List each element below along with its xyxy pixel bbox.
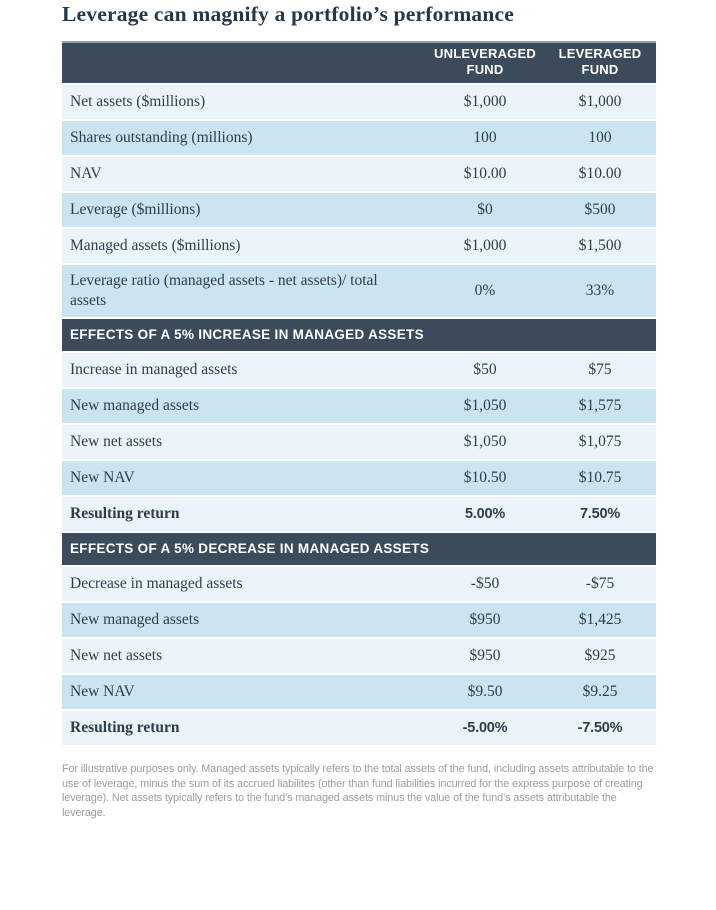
row-label: New NAV <box>70 683 135 700</box>
unleveraged-value: $50 <box>473 361 497 378</box>
leverage-table: UNLEVERAGED FUND LEVERAGED FUND Net asse… <box>62 41 656 747</box>
row-label: Leverage ($millions) <box>70 201 201 218</box>
unleveraged-value: 100 <box>473 129 497 146</box>
unleveraged-value: -$50 <box>470 575 500 592</box>
unleveraged-value: $950 <box>469 647 501 664</box>
leveraged-value: $10.75 <box>578 469 622 486</box>
leveraged-value: $75 <box>588 361 612 378</box>
table-row: Managed assets ($millions) $1,000 $1,500 <box>62 229 656 265</box>
unleveraged-value: $1,000 <box>463 93 507 110</box>
table-row: New net assets $1,050 $1,075 <box>62 425 656 461</box>
row-label: Resulting return <box>70 505 180 522</box>
row-label: Resulting return <box>70 719 180 736</box>
table-row: New managed assets $950 $1,425 <box>62 603 656 639</box>
column-header-leveraged-fund: LEVERAGED FUND <box>558 46 642 77</box>
row-label: New NAV <box>70 469 135 486</box>
footnote: For illustrative purposes only. Managed … <box>62 763 654 819</box>
table-row: Decrease in managed assets -$50 -$75 <box>62 567 656 603</box>
row-label: Shares outstanding (millions) <box>70 129 253 146</box>
row-label: Leverage ratio (managed assets - net ass… <box>70 272 378 309</box>
row-label: New managed assets <box>70 397 200 414</box>
row-label: NAV <box>70 165 102 182</box>
leveraged-value: $1,075 <box>578 433 622 450</box>
leveraged-value: $1,425 <box>578 611 622 628</box>
row-label: Managed assets ($millions) <box>70 237 241 254</box>
table-row: Leverage ($millions) $0 $500 <box>62 193 656 229</box>
unleveraged-value: $10.00 <box>463 165 507 182</box>
unleveraged-value: $0 <box>477 201 493 218</box>
unleveraged-value: $10.50 <box>463 469 507 486</box>
unleveraged-value: -5.00% <box>462 720 508 736</box>
table-row: NAV $10.00 $10.00 <box>62 157 656 193</box>
page: Leverage can magnify a portfolio’s perfo… <box>62 2 656 819</box>
table-header-row: UNLEVERAGED FUND LEVERAGED FUND <box>62 41 656 85</box>
leveraged-value: 7.50% <box>579 506 621 522</box>
unleveraged-value: 0% <box>474 282 496 299</box>
table-row: Shares outstanding (millions) 100 100 <box>62 121 656 157</box>
table-row-resulting-return: Resulting return 5.00% 7.50% <box>62 497 656 533</box>
empty-header-cell <box>62 59 426 67</box>
table-row: Increase in managed assets $50 $75 <box>62 353 656 389</box>
unleveraged-value: $1,000 <box>463 237 507 254</box>
leveraged-value: $500 <box>584 201 616 218</box>
section-header-increase: EFFECTS OF A 5% INCREASE IN MANAGED ASSE… <box>62 319 656 353</box>
leveraged-value: 100 <box>588 129 612 146</box>
section-header-decrease: EFFECTS OF A 5% DECREASE IN MANAGED ASSE… <box>62 533 656 567</box>
unleveraged-value: $9.50 <box>467 683 503 700</box>
row-label: Increase in managed assets <box>70 361 238 378</box>
unleveraged-value: $1,050 <box>463 397 507 414</box>
row-label: New net assets <box>70 433 163 450</box>
row-label: New net assets <box>70 647 163 664</box>
table-row: Leverage ratio (managed assets - net ass… <box>62 265 656 319</box>
row-label: Decrease in managed assets <box>70 575 243 592</box>
leveraged-value: $1,575 <box>578 397 622 414</box>
unleveraged-value: $950 <box>469 611 501 628</box>
leveraged-value: $1,500 <box>578 237 622 254</box>
table-row-resulting-return: Resulting return -5.00% -7.50% <box>62 711 656 747</box>
table-row: Net assets ($millions) $1,000 $1,000 <box>62 85 656 121</box>
row-label: Net assets ($millions) <box>70 93 206 110</box>
page-title: Leverage can magnify a portfolio’s perfo… <box>62 2 515 26</box>
row-label: New managed assets <box>70 611 200 628</box>
leveraged-value: $10.00 <box>578 165 622 182</box>
leveraged-value: -7.50% <box>577 720 623 736</box>
column-header-unleveraged-fund: UNLEVERAGED FUND <box>434 46 536 77</box>
table-row: New net assets $950 $925 <box>62 639 656 675</box>
table-row: New NAV $10.50 $10.75 <box>62 461 656 497</box>
unleveraged-value: 5.00% <box>464 506 506 522</box>
leveraged-value: 33% <box>585 282 615 299</box>
table-row: New managed assets $1,050 $1,575 <box>62 389 656 425</box>
leveraged-value: -$75 <box>585 575 615 592</box>
unleveraged-value: $1,050 <box>463 433 507 450</box>
leveraged-value: $925 <box>584 647 616 664</box>
table-row: New NAV $9.50 $9.25 <box>62 675 656 711</box>
leveraged-value: $9.25 <box>582 683 618 700</box>
leveraged-value: $1,000 <box>578 93 622 110</box>
